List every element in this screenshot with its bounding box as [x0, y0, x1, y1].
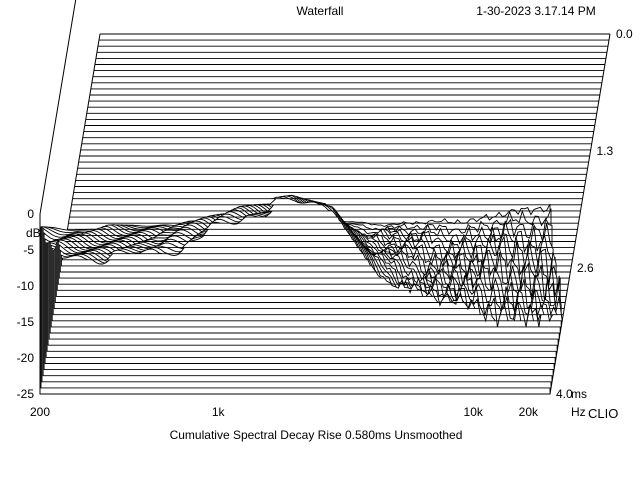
x-tick-label: 10k — [464, 405, 484, 419]
plot-front-edge — [39, 214, 550, 395]
x-axis-unit: Hz — [571, 405, 586, 419]
time-tick-label: 0.0 — [616, 27, 633, 41]
y-tick-label: -10 — [17, 279, 35, 293]
floor-right-edge — [549, 33, 611, 395]
decay-slice — [71, 195, 582, 206]
chart-title: Waterfall — [297, 4, 344, 18]
decay-slices — [39, 33, 610, 395]
x-tick-label: 200 — [30, 405, 50, 419]
y-tick-label: -5 — [23, 243, 34, 257]
decay-slice — [70, 195, 581, 212]
y-tick-label: -15 — [17, 315, 35, 329]
back-frame-edge — [39, 0, 77, 215]
x-axis-labels: 200 1k 10k 20k — [30, 405, 539, 419]
time-axis-unit: ms — [571, 387, 587, 401]
x-tick-label: 1k — [212, 405, 226, 419]
y-axis-unit: dB — [26, 226, 41, 240]
y-tick-label: 0 — [27, 207, 34, 221]
time-tick-label: 2.6 — [577, 261, 594, 275]
x-tick-label: 20k — [519, 405, 539, 419]
y-tick-label: -20 — [17, 351, 35, 365]
chart-caption: Cumulative Spectral Decay Rise 0.580ms U… — [170, 428, 463, 442]
chart-timestamp: 1-30-2023 3.17.14 PM — [476, 4, 595, 18]
time-axis-labels: 0.0 1.3 2.6 4.0 — [556, 27, 633, 401]
time-tick-label: 1.3 — [597, 144, 614, 158]
y-tick-label: -25 — [17, 387, 35, 401]
brand-logo: CLIO — [588, 406, 618, 421]
time-tick-label: 4.0 — [556, 387, 573, 401]
y-axis-labels: 0 -5 -10 -15 -20 -25 — [17, 207, 35, 401]
decay-slice — [72, 196, 583, 200]
